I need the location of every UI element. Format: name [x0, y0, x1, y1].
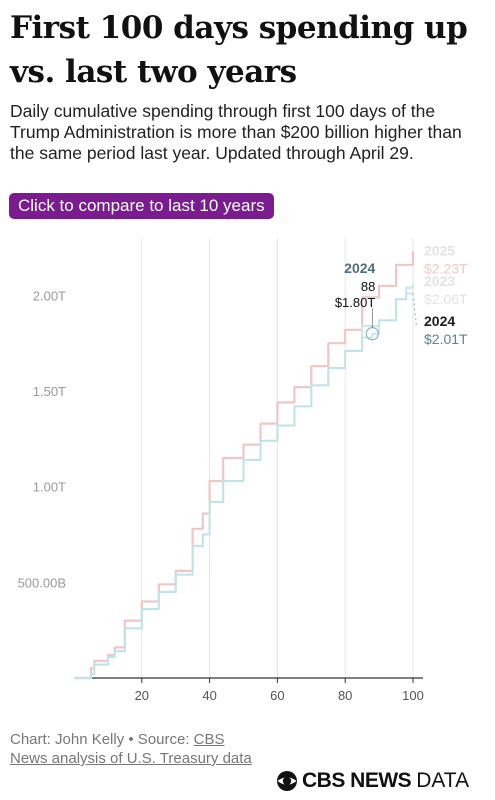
brand-name: CBS NEWS: [302, 769, 412, 792]
series-2024-end-connector: [412, 293, 418, 327]
tooltip-series-label: 2024: [344, 260, 375, 276]
tooltip-x-label: 88: [361, 279, 375, 294]
series-value-2025: $2.23T: [424, 260, 468, 276]
series-line-2024: [74, 292, 413, 679]
spending-line-chart: 20 40 60 80 100 500.00B 1.00T 1.50T 2.00T 2025 $2.…: [18, 238, 468, 703]
source-link[interactable]: CBS News analysis of U.S. Treasury data: [10, 731, 252, 767]
y-tick-label: 500.00B: [18, 575, 66, 590]
cbs-news-data-logo: CBS NEWS DATA: [276, 767, 469, 795]
y-tick-label: 1.50T: [33, 384, 66, 399]
tooltip-value-label: $1.80T: [335, 295, 376, 310]
x-tick-label: 100: [402, 688, 424, 703]
y-tick-label: 2.00T: [33, 288, 66, 303]
x-tick-label: 80: [338, 688, 352, 703]
y-tick-label: 1.00T: [33, 480, 66, 495]
compare-10-years-button[interactable]: Click to compare to last 10 years: [9, 193, 274, 219]
series-value-2024: $2.01T: [424, 331, 468, 347]
x-tick-label: 60: [270, 688, 284, 703]
cbs-eye-icon: [277, 771, 297, 791]
x-tick-label: 20: [135, 688, 149, 703]
series-name-2024: 2024: [424, 313, 455, 329]
x-tick-label: 40: [202, 688, 216, 703]
series-value-2023: $2.06T: [424, 291, 468, 307]
series-name-2025: 2025: [424, 242, 455, 258]
chart-title: First 100 days spending up vs. last two …: [10, 10, 468, 90]
series-name-2023: 2023: [424, 273, 455, 289]
chart-footer: Chart: John Kelly • Source: CBS News ana…: [10, 730, 260, 768]
credit-text: Chart: John Kelly • Source:: [10, 731, 194, 748]
chart-subtitle: Daily cumulative spending through first …: [10, 101, 462, 163]
brand-suffix: DATA: [416, 769, 470, 792]
